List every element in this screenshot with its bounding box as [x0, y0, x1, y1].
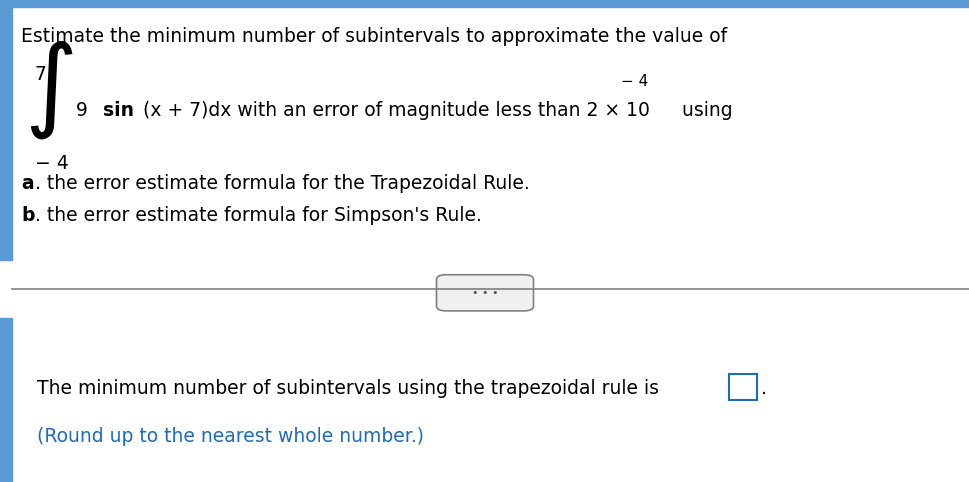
- FancyBboxPatch shape: [436, 275, 533, 311]
- Text: a: a: [21, 174, 34, 192]
- Text: Estimate the minimum number of subintervals to approximate the value of: Estimate the minimum number of subinterv…: [21, 27, 727, 45]
- Text: (Round up to the nearest whole number.): (Round up to the nearest whole number.): [37, 427, 423, 446]
- Text: 7: 7: [35, 65, 47, 84]
- FancyBboxPatch shape: [729, 374, 756, 400]
- Text: using: using: [675, 101, 732, 120]
- Bar: [0, 7, 12, 260]
- Text: sin: sin: [103, 101, 134, 120]
- Text: . the error estimate formula for the Trapezoidal Rule.: . the error estimate formula for the Tra…: [35, 174, 529, 192]
- Text: • • •: • • •: [471, 288, 498, 297]
- Text: . the error estimate formula for Simpson's Rule.: . the error estimate formula for Simpson…: [35, 206, 482, 225]
- Text: 9: 9: [76, 101, 93, 120]
- Text: − 4: − 4: [35, 154, 69, 173]
- Text: $\int$: $\int$: [24, 38, 74, 141]
- Text: (x + 7)dx with an error of magnitude less than 2 × 10: (x + 7)dx with an error of magnitude les…: [137, 101, 649, 120]
- Text: .: .: [761, 378, 766, 398]
- Text: The minimum number of subintervals using the trapezoidal rule is: The minimum number of subintervals using…: [37, 378, 658, 398]
- Bar: [0, 0, 969, 7]
- Bar: [0, 318, 12, 482]
- Text: − 4: − 4: [620, 74, 647, 89]
- Text: b: b: [21, 206, 35, 225]
